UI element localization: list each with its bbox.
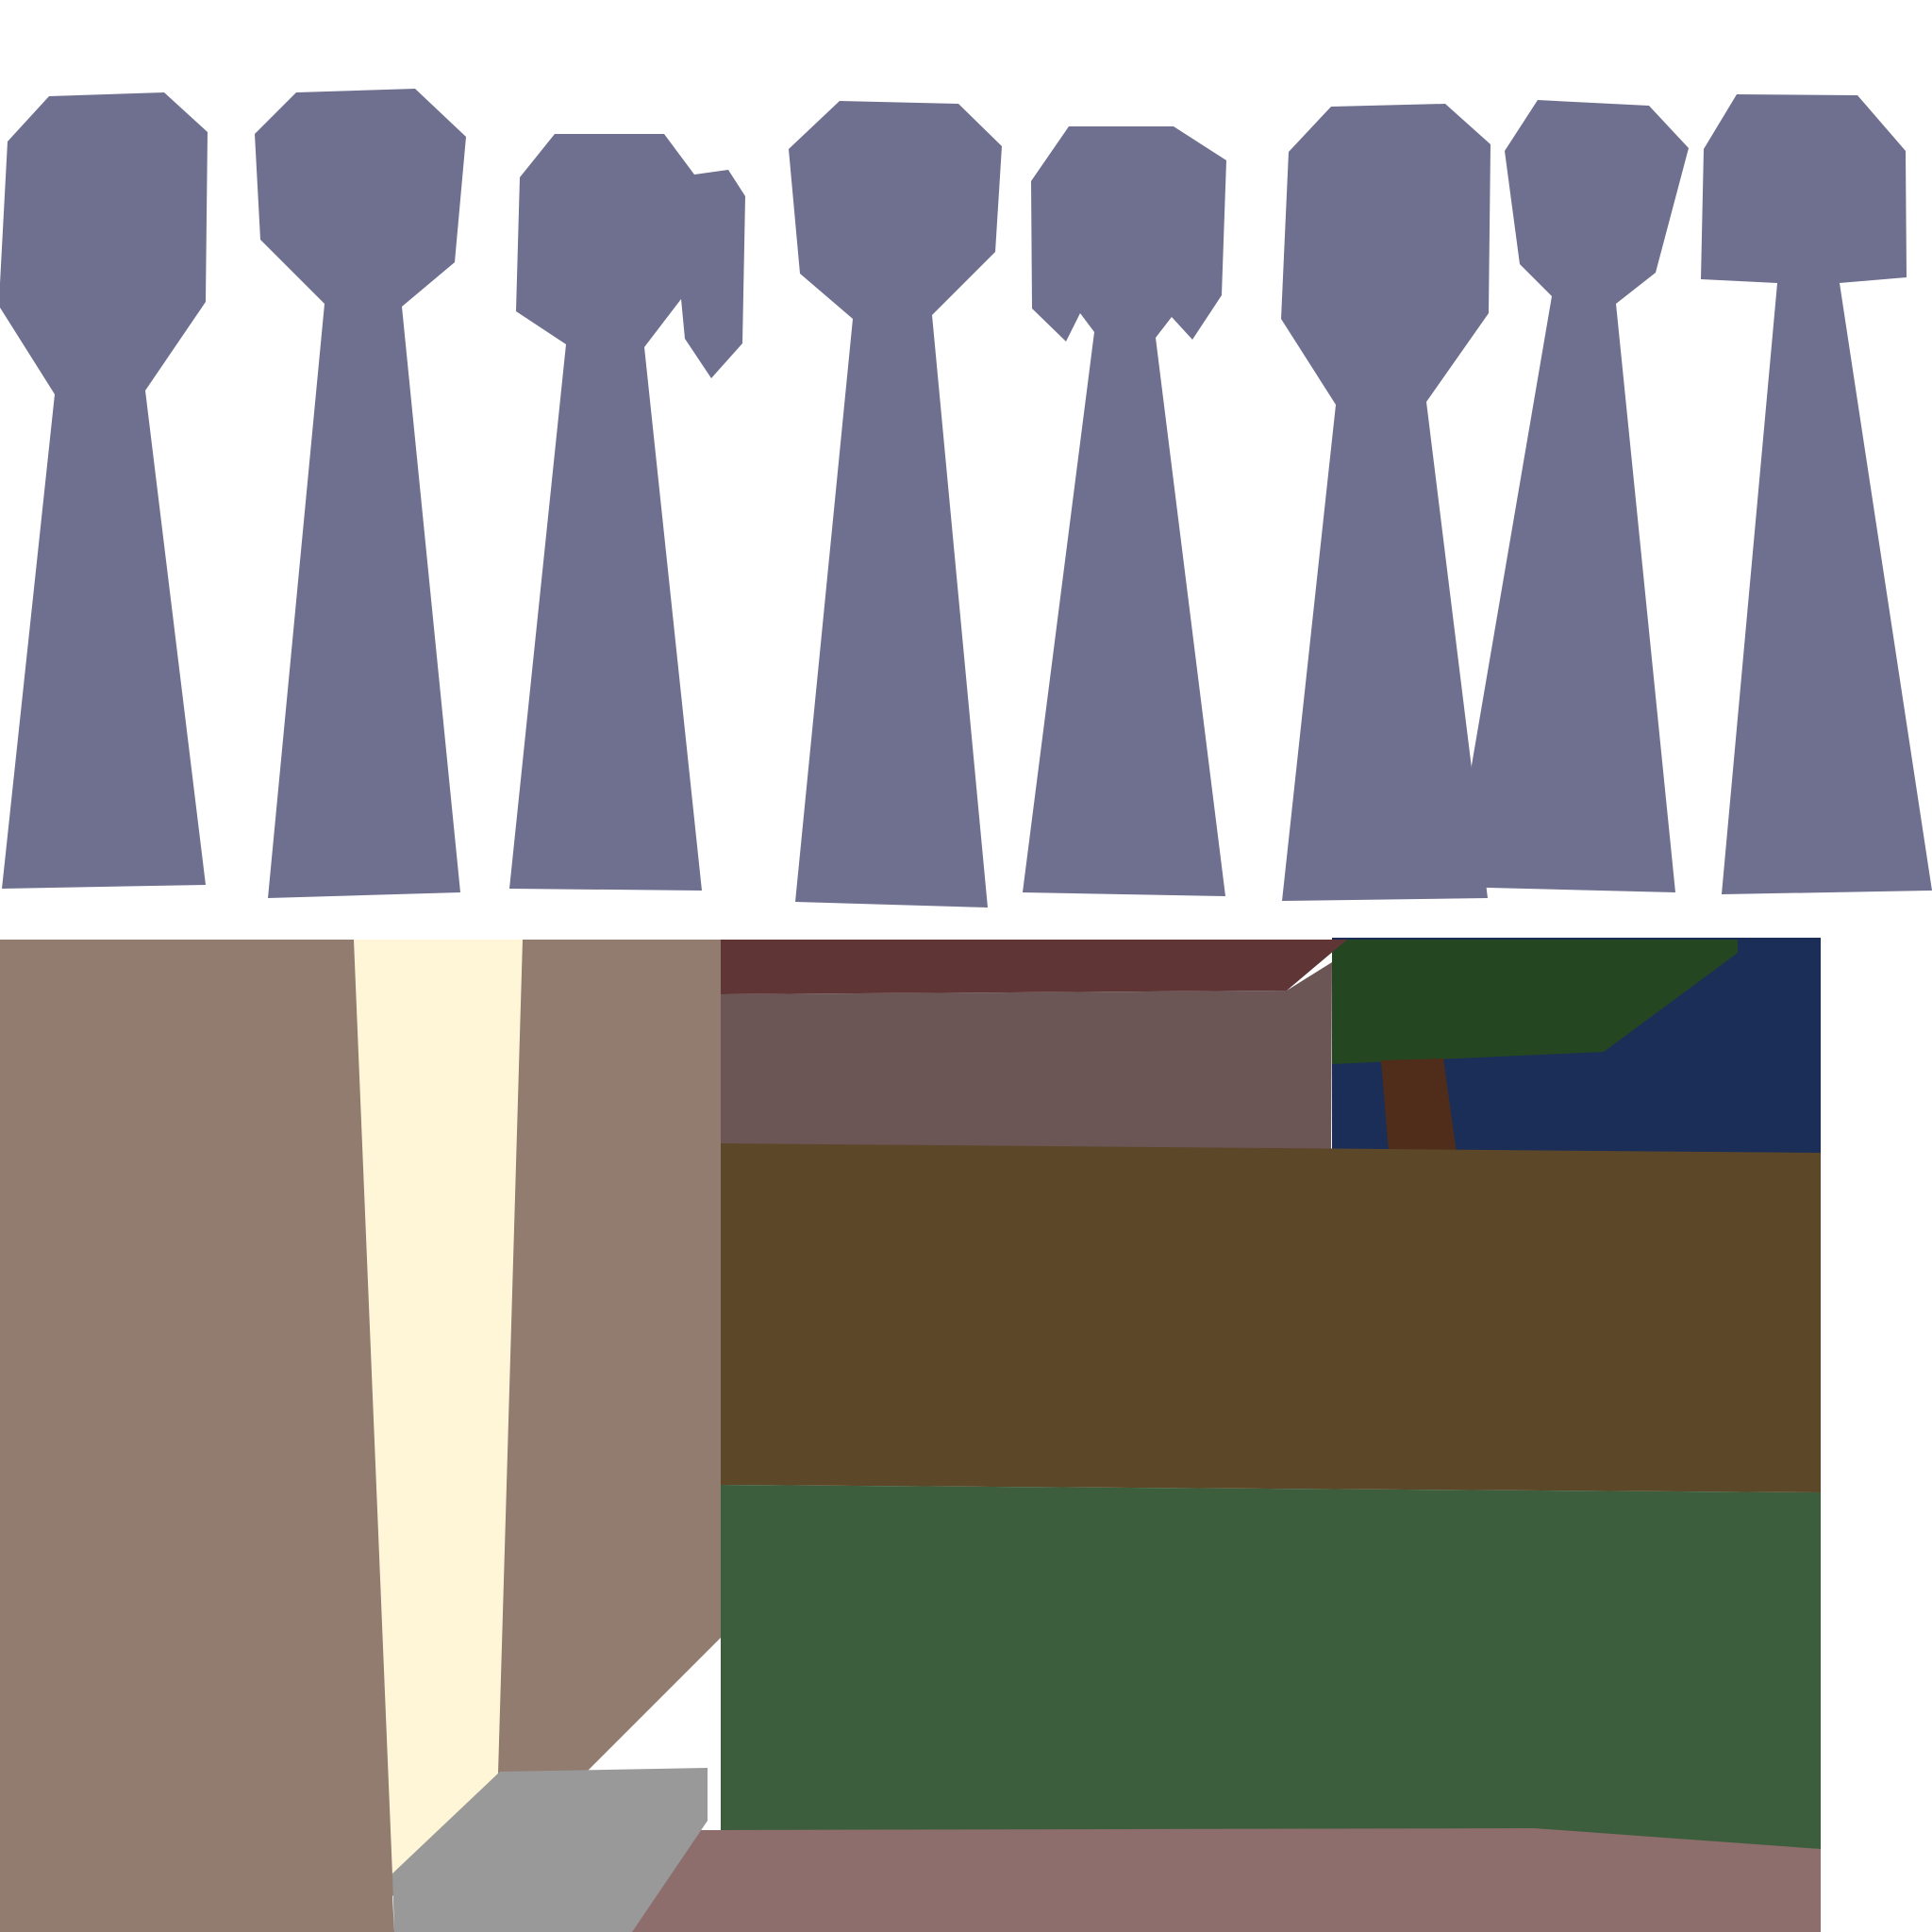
figure-7 [1451, 100, 1689, 892]
figure-5 [1023, 126, 1226, 896]
light-beam [354, 940, 523, 1875]
building-wall [721, 962, 1332, 1151]
figure-6 [1281, 104, 1491, 901]
left-wall [0, 940, 721, 1932]
landscape-panel [0, 938, 1821, 1932]
figure-2 [255, 89, 466, 898]
ground-band [721, 1143, 1821, 1492]
figures-row [0, 89, 1932, 908]
stone-step [392, 1768, 708, 1932]
tree-canopy [1332, 940, 1738, 1064]
figure-8 [1701, 94, 1932, 894]
figure-4 [789, 101, 1002, 908]
figure-3 [509, 134, 745, 891]
grass-field [721, 1485, 1821, 1849]
floor [623, 1828, 1821, 1932]
roof-edge [721, 940, 1347, 994]
figure-1 [0, 92, 208, 889]
tree-trunk [1381, 1058, 1457, 1153]
